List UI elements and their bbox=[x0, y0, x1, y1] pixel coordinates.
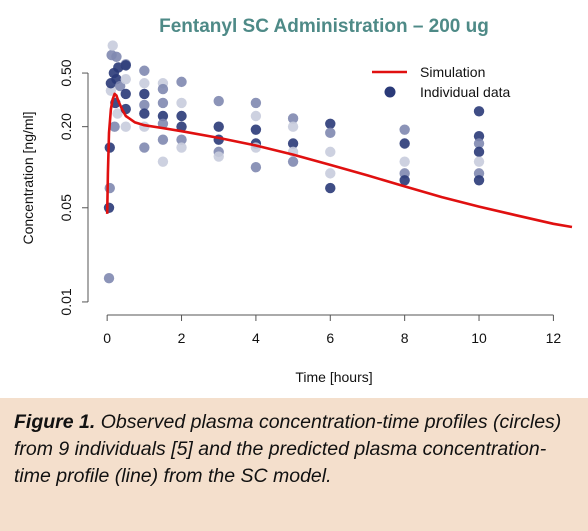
data-point bbox=[473, 156, 485, 167]
legend-point-swatch bbox=[384, 86, 396, 98]
data-point bbox=[176, 134, 187, 145]
simulation-line bbox=[105, 92, 573, 229]
data-point bbox=[399, 124, 410, 135]
data-point bbox=[107, 40, 118, 51]
data-point bbox=[157, 134, 169, 145]
y-axis-title: Concentration [ng/ml] bbox=[20, 111, 36, 244]
x-tick-label: 0 bbox=[103, 330, 111, 346]
y-tick-label: 0.50 bbox=[58, 59, 74, 86]
data-point bbox=[120, 88, 131, 100]
data-point bbox=[473, 138, 485, 149]
x-axis-title: Time [hours] bbox=[295, 369, 372, 385]
y-tick-label: 0.20 bbox=[58, 113, 74, 140]
data-point bbox=[213, 121, 224, 132]
data-point bbox=[157, 83, 169, 95]
data-point bbox=[176, 121, 187, 132]
data-point bbox=[176, 142, 187, 153]
data-point bbox=[139, 99, 150, 111]
data-point bbox=[111, 51, 122, 63]
data-point bbox=[109, 121, 120, 132]
data-point bbox=[139, 108, 150, 119]
data-point bbox=[114, 80, 126, 92]
data-point bbox=[250, 162, 262, 173]
data-point bbox=[112, 108, 123, 119]
data-point bbox=[473, 146, 485, 158]
chart: Fentanyl SC Administration – 200 ug 0 2 4 6 8… bbox=[20, 16, 573, 385]
caption-text: Observed plasma concentration-time profi… bbox=[14, 411, 562, 487]
data-point bbox=[176, 110, 187, 122]
legend-label-simulation: Simulation bbox=[420, 64, 485, 80]
data-point bbox=[176, 97, 187, 109]
y-tick-label: 0.01 bbox=[58, 288, 74, 315]
data-point bbox=[103, 273, 115, 284]
data-point bbox=[250, 110, 262, 122]
data-point bbox=[473, 130, 485, 142]
data-point bbox=[473, 175, 485, 186]
data-point bbox=[139, 78, 150, 89]
data-point bbox=[287, 121, 299, 132]
data-point bbox=[157, 97, 169, 109]
data-point bbox=[157, 110, 169, 122]
x-tick-label: 6 bbox=[326, 330, 334, 346]
figure-caption: Figure 1. Observed plasma concentration-… bbox=[0, 398, 588, 531]
data-point bbox=[399, 156, 410, 167]
data-point bbox=[287, 113, 299, 124]
data-point bbox=[139, 88, 150, 100]
chart-title: Fentanyl SC Administration – 200 ug bbox=[159, 16, 489, 37]
data-point bbox=[139, 65, 150, 76]
x-tick-label: 8 bbox=[401, 330, 409, 346]
data-point bbox=[120, 74, 131, 85]
data-point bbox=[399, 138, 410, 149]
y-tick-label: 0.05 bbox=[58, 194, 74, 221]
data-point bbox=[287, 156, 299, 167]
data-point bbox=[325, 168, 336, 179]
data-point bbox=[103, 202, 115, 213]
data-point bbox=[176, 76, 187, 88]
caption-paragraph: Figure 1. Observed plasma concentration-… bbox=[14, 409, 574, 490]
data-point bbox=[325, 118, 336, 130]
data-point bbox=[473, 106, 485, 117]
data-point bbox=[250, 97, 262, 109]
data-point bbox=[250, 124, 262, 135]
x-tick-label: 12 bbox=[546, 330, 562, 346]
data-point bbox=[325, 146, 336, 158]
x-tick-label: 10 bbox=[471, 330, 487, 346]
caption-label: Figure 1. bbox=[14, 411, 96, 433]
data-point bbox=[325, 182, 336, 194]
data-point bbox=[120, 60, 131, 71]
data-point bbox=[325, 127, 336, 139]
x-tick-label: 4 bbox=[252, 330, 260, 346]
data-point bbox=[120, 121, 131, 132]
figure-panel: Fentanyl SC Administration – 200 ug 0 2 4 6 8… bbox=[20, 16, 573, 385]
data-point bbox=[139, 142, 150, 153]
data-point bbox=[104, 182, 115, 194]
data-point bbox=[213, 151, 224, 162]
x-tick-label: 2 bbox=[178, 330, 186, 346]
data-point bbox=[213, 95, 224, 107]
data-point bbox=[399, 175, 410, 186]
legend-label-individual-data: Individual data bbox=[420, 84, 511, 100]
data-point bbox=[287, 138, 299, 149]
data-point bbox=[157, 156, 169, 167]
